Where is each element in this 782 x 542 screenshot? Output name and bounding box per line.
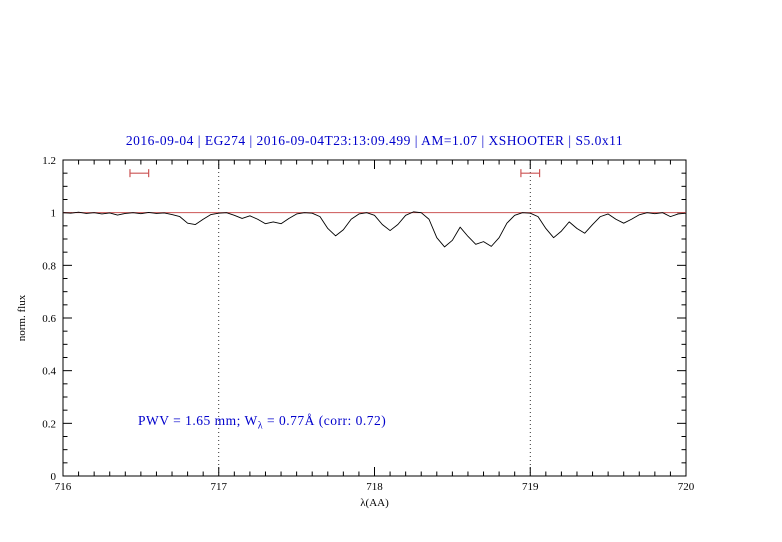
y-tick-label: 0.8 — [42, 260, 56, 272]
pwv-annotation: PWV = 1.65 mm; Wλ = 0.77Å (corr: 0.72) — [138, 413, 386, 432]
x-tick-label: 720 — [678, 481, 695, 493]
pwv-annotation-suffix: = 0.77Å (corr: 0.72) — [263, 413, 387, 428]
x-tick-label: 717 — [211, 481, 228, 493]
y-tick-label: 0.4 — [42, 366, 56, 378]
y-axis-label: norm. flux — [16, 294, 28, 342]
y-tick-label: 0.2 — [42, 418, 56, 430]
pwv-annotation-sub: λ — [257, 420, 264, 432]
y-tick-label: 1.2 — [42, 155, 56, 167]
x-axis-label: λ(AA) — [360, 497, 389, 509]
x-tick-label: 716 — [55, 481, 72, 493]
spectrum-line — [62, 211, 687, 248]
plot-title: 2016-09-04 | EG274 | 2016-09-04T23:13:09… — [125, 133, 624, 148]
pwv-annotation-prefix: PWV = 1.65 mm; W — [138, 413, 258, 428]
x-tick-label: 719 — [522, 481, 539, 493]
y-tick-label: 0 — [51, 471, 57, 483]
y-tick-label: 0.6 — [42, 313, 56, 325]
x-tick-label: 718 — [366, 481, 383, 493]
y-tick-label: 1 — [51, 208, 57, 220]
